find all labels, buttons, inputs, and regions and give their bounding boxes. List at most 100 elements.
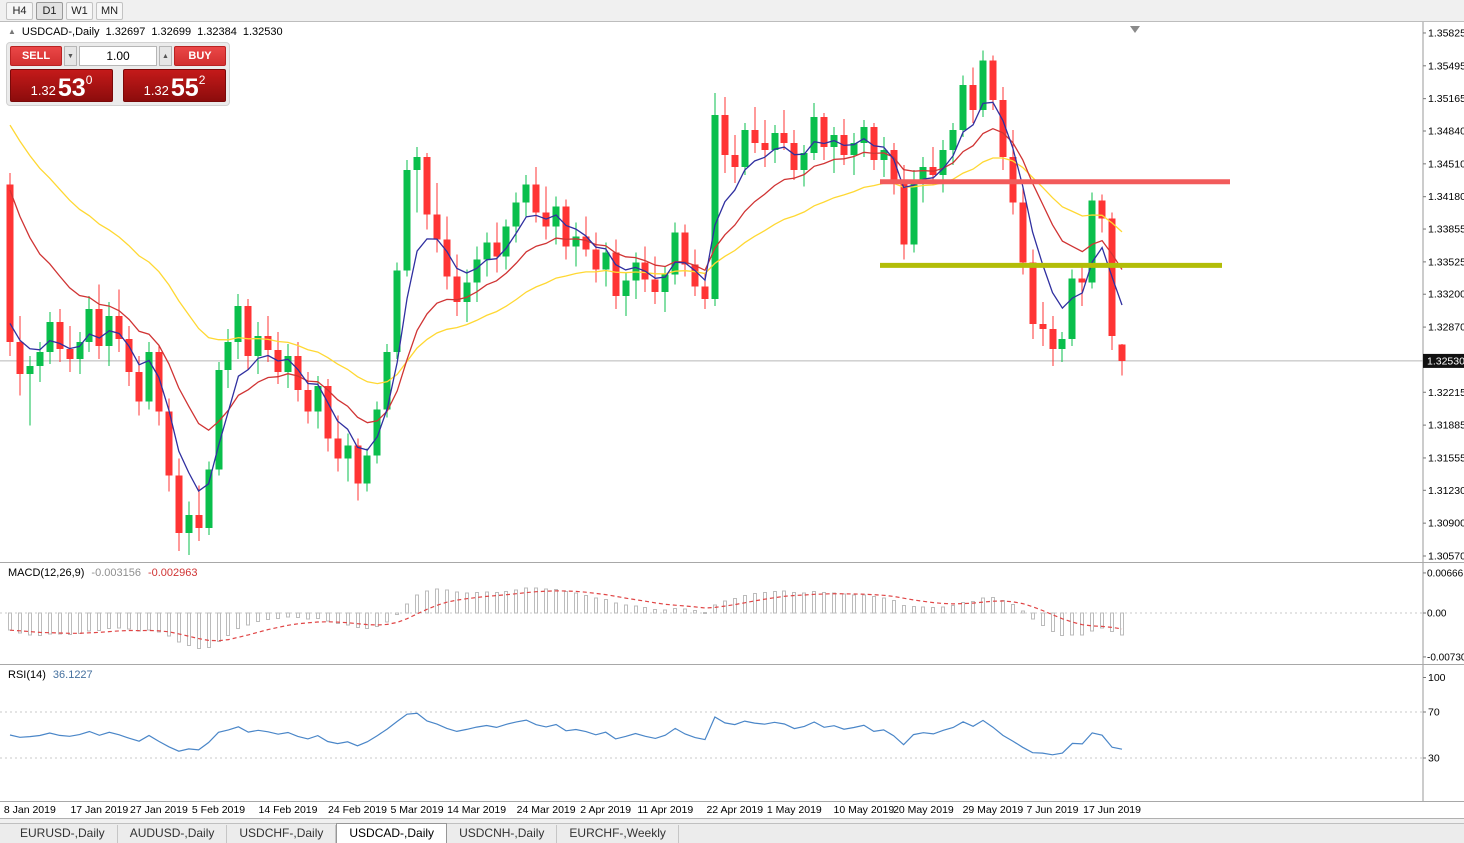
date-label: 11 Apr 2019: [637, 804, 694, 816]
macd-histogram: [8, 587, 1124, 649]
ask-base: 1.32: [143, 82, 169, 98]
bid-price-display[interactable]: 1.32 53 0: [10, 69, 113, 102]
price-axis-tick: 1.33525: [1428, 256, 1464, 268]
chart-tab-eurchf[interactable]: EURCHF-,Weekly: [557, 825, 679, 843]
ohlc-close: 1.32530: [242, 26, 283, 38]
one-click-trading-panel: SELL ▼ ▲ BUY 1.32 53 0 1.32 55 2: [6, 42, 230, 106]
price-axis-tick: 1.34180: [1428, 191, 1464, 203]
price-axis-tick: 1.35495: [1428, 60, 1464, 72]
macd-panel[interactable]: 0.00666 0.00 -0.00730 MACD(12,26,9) -0.003…: [0, 562, 1464, 664]
price-axis-tick: 1.33855: [1428, 224, 1464, 236]
date-label: 14 Feb 2019: [258, 804, 318, 816]
date-label: 5 Mar 2019: [390, 804, 444, 816]
price-axis-tick: 1.30900: [1428, 518, 1464, 530]
macd-axis-tick: 0.00: [1427, 609, 1447, 620]
ask-price-display[interactable]: 1.32 55 2: [123, 69, 226, 102]
rsi-panel[interactable]: 100 70 30 RSI(14) 36.1227: [0, 664, 1464, 801]
buy-button[interactable]: BUY: [174, 46, 226, 66]
price-axis-tick: 1.35165: [1428, 93, 1464, 105]
price-chart-panel[interactable]: 1.35825 1.35495 1.35165 1.34840 1.34510 1.341…: [0, 22, 1464, 562]
rsi-axis-tick: 100: [1428, 672, 1446, 684]
macd-name: MACD(12,26,9): [8, 567, 85, 579]
time-axis[interactable]: 8 Jan 2019 17 Jan 2019 27 Jan 2019 5 Feb 20…: [0, 801, 1464, 818]
ohlc-high: 1.32699: [151, 26, 192, 38]
timeframe-toolbar: H4 D1 W1 MN: [0, 0, 1464, 22]
ma-mid-red: [9, 127, 1123, 432]
ohlc-open: 1.32697: [105, 26, 146, 38]
current-price-tag-text: 1.32530: [1427, 356, 1464, 368]
rsi-value: 36.1227: [52, 669, 93, 681]
price-axis-tick: 1.31230: [1428, 485, 1464, 497]
timeframe-button-h4[interactable]: H4: [6, 1, 33, 20]
macd-axis-tick: -0.00730: [1427, 652, 1464, 663]
chart-tab-usdcad[interactable]: USDCAD-,Daily: [336, 823, 448, 843]
price-axis-tick: 1.30570: [1428, 550, 1464, 562]
sell-button[interactable]: SELL: [10, 46, 62, 66]
date-label: 10 May 2019: [833, 804, 895, 816]
date-label: 27 Jan 2019: [130, 804, 188, 816]
date-label: 1 May 2019: [766, 804, 822, 816]
chart-tabs-bar: EURUSD-,Daily AUDUSD-,Daily USDCHF-,Daily U…: [0, 823, 1464, 843]
bid-base: 1.32: [30, 82, 56, 98]
chart-tab-usdcnh[interactable]: USDCNH-,Daily: [447, 825, 558, 843]
price-axis-tick: 1.34840: [1428, 125, 1464, 137]
date-label: 17 Jan 2019: [70, 804, 129, 816]
date-label: 24 Mar 2019: [516, 804, 576, 816]
rsi-name: RSI(14): [8, 669, 46, 681]
chart-tab-audusd[interactable]: AUDUSD-,Daily: [117, 825, 228, 843]
price-axis-tick: 1.34510: [1428, 158, 1464, 170]
quote-row: 1.32 53 0 1.32 55 2: [10, 69, 226, 102]
date-label: 5 Feb 2019: [191, 804, 246, 816]
chart-tab-eurusd[interactable]: EURUSD-,Daily: [8, 825, 118, 843]
ohlc-low: 1.32384: [197, 26, 237, 38]
macd-signal-value: -0.002963: [147, 567, 198, 579]
date-label: 7 Jun 2019: [1026, 804, 1079, 816]
macd-canvas[interactable]: 0.00666 0.00 -0.00730: [0, 563, 1464, 664]
chart-symbol-period: USDCAD-,Daily: [21, 26, 100, 38]
chart-shift-marker[interactable]: [1130, 26, 1140, 33]
candlestick-series: [6, 50, 1126, 555]
bid-frac: 0: [85, 73, 93, 87]
volume-decrease-button[interactable]: ▼: [64, 46, 77, 66]
timeframe-button-w1[interactable]: W1: [66, 1, 93, 20]
price-axis-tick: 1.33200: [1428, 289, 1464, 301]
timeframe-button-mn[interactable]: MN: [96, 1, 124, 20]
rsi-canvas[interactable]: 100 70 30: [0, 665, 1464, 801]
macd-axis-tick: 0.00666: [1427, 568, 1464, 579]
window-bottom-strip: [0, 818, 1464, 823]
date-label: 22 Apr 2019: [706, 804, 764, 816]
bid-pips: 53: [57, 74, 86, 102]
macd-main-value: -0.003156: [91, 567, 141, 579]
date-label: 2 Apr 2019: [580, 804, 632, 816]
date-label: 24 Feb 2019: [328, 804, 387, 816]
price-axis-tick: 1.32215: [1428, 387, 1464, 399]
volume-input[interactable]: [79, 46, 157, 66]
volume-increase-button[interactable]: ▲: [159, 46, 172, 66]
chart-tab-usdchf[interactable]: USDCHF-,Daily: [227, 825, 337, 843]
trade-controls-row: SELL ▼ ▲ BUY: [10, 46, 226, 66]
date-label: 29 May 2019: [962, 804, 1024, 816]
date-label: 14 Mar 2019: [447, 804, 507, 816]
date-label: 8 Jan 2019: [3, 804, 56, 816]
macd-label: MACD(12,26,9) -0.003156 -0.002963: [8, 567, 198, 579]
date-label: 20 May 2019: [893, 804, 954, 816]
rsi-label: RSI(14) 36.1227: [8, 669, 93, 681]
price-axis-tick: 1.31885: [1428, 420, 1464, 432]
price-chart-canvas[interactable]: 1.35825 1.35495 1.35165 1.34840 1.34510 1.341…: [0, 22, 1464, 562]
collapse-trade-panel-icon[interactable]: ▲: [8, 27, 16, 36]
ma-fast-blue: [9, 101, 1123, 492]
current-price-tag: [1423, 353, 1464, 368]
rsi-line: [9, 712, 1123, 756]
ask-pips: 55: [170, 74, 199, 102]
timeframe-button-d1[interactable]: D1: [36, 1, 63, 20]
price-axis-tick: 1.32870: [1428, 322, 1464, 334]
chart-window: 1.35825 1.35495 1.35165 1.34840 1.34510 1.341…: [0, 22, 1464, 818]
macd-signal-line: [9, 590, 1123, 642]
chart-title: ▲ USDCAD-,Daily 1.32697 1.32699 1.32384 …: [8, 26, 283, 38]
price-axis-tick: 1.31555: [1428, 452, 1464, 464]
rsi-axis-tick: 70: [1428, 707, 1440, 719]
rsi-axis-tick: 30: [1428, 753, 1440, 765]
date-label: 17 Jun 2019: [1083, 804, 1141, 816]
ask-frac: 2: [198, 73, 206, 87]
